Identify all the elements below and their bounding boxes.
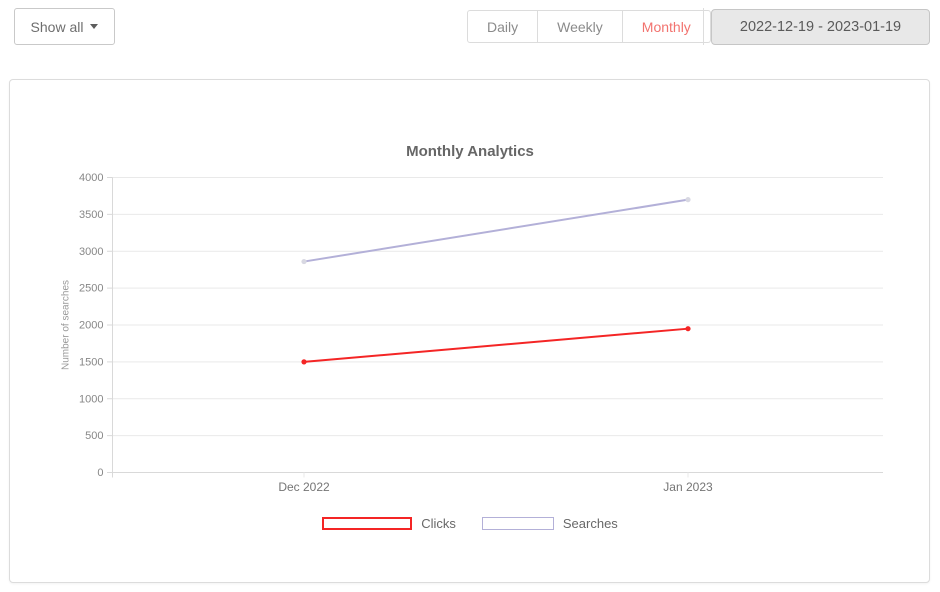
legend-label-searches: Searches xyxy=(562,516,618,531)
data-point-searches[interactable] xyxy=(685,197,691,203)
tab-weekly[interactable]: Weekly xyxy=(538,10,623,43)
show-all-button[interactable]: Show all xyxy=(14,8,115,45)
date-range-button[interactable]: 2022-12-19 - 2023-01-19 xyxy=(711,9,930,45)
tab-monthly[interactable]: Monthly xyxy=(622,10,711,43)
y-tick-label: 1000 xyxy=(79,393,103,405)
y-tick-label: 3000 xyxy=(79,246,103,258)
y-tick-label: 3500 xyxy=(79,209,103,221)
chart-title: Monthly Analytics xyxy=(406,143,534,160)
y-tick-label: 500 xyxy=(85,430,103,442)
series-line-clicks xyxy=(303,327,689,363)
legend-item-searches[interactable]: Searches xyxy=(481,516,618,531)
y-tick-label: 2500 xyxy=(79,283,103,295)
show-all-label: Show all xyxy=(30,18,84,35)
toolbar-divider xyxy=(703,8,704,45)
caret-down-icon xyxy=(90,24,99,29)
data-point-searches[interactable] xyxy=(301,258,307,265)
legend-swatch-searches xyxy=(481,517,554,530)
x-tick-label: Jan 2023 xyxy=(663,480,713,494)
legend-label-clicks: Clicks xyxy=(421,516,456,531)
chart-card xyxy=(9,79,930,583)
tab-daily[interactable]: Daily xyxy=(467,10,539,43)
legend-item-clicks[interactable]: Clicks xyxy=(322,516,456,531)
series-line-searches xyxy=(303,198,689,263)
y-tick-label: 2000 xyxy=(79,320,103,332)
data-point-clicks[interactable] xyxy=(685,326,691,332)
y-tick-label: 1500 xyxy=(79,356,103,368)
legend-swatch-clicks xyxy=(322,517,413,530)
x-tick-label: Dec 2022 xyxy=(278,480,330,494)
chart-legend: Clicks Searches xyxy=(0,516,940,531)
view-tab-group: Daily Weekly Monthly xyxy=(467,10,711,43)
y-tick-label: 4000 xyxy=(79,172,103,184)
y-tick-label: 0 xyxy=(97,467,103,479)
data-point-clicks[interactable] xyxy=(301,359,307,365)
